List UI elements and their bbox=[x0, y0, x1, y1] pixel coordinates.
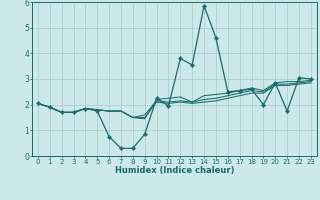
X-axis label: Humidex (Indice chaleur): Humidex (Indice chaleur) bbox=[115, 166, 234, 175]
